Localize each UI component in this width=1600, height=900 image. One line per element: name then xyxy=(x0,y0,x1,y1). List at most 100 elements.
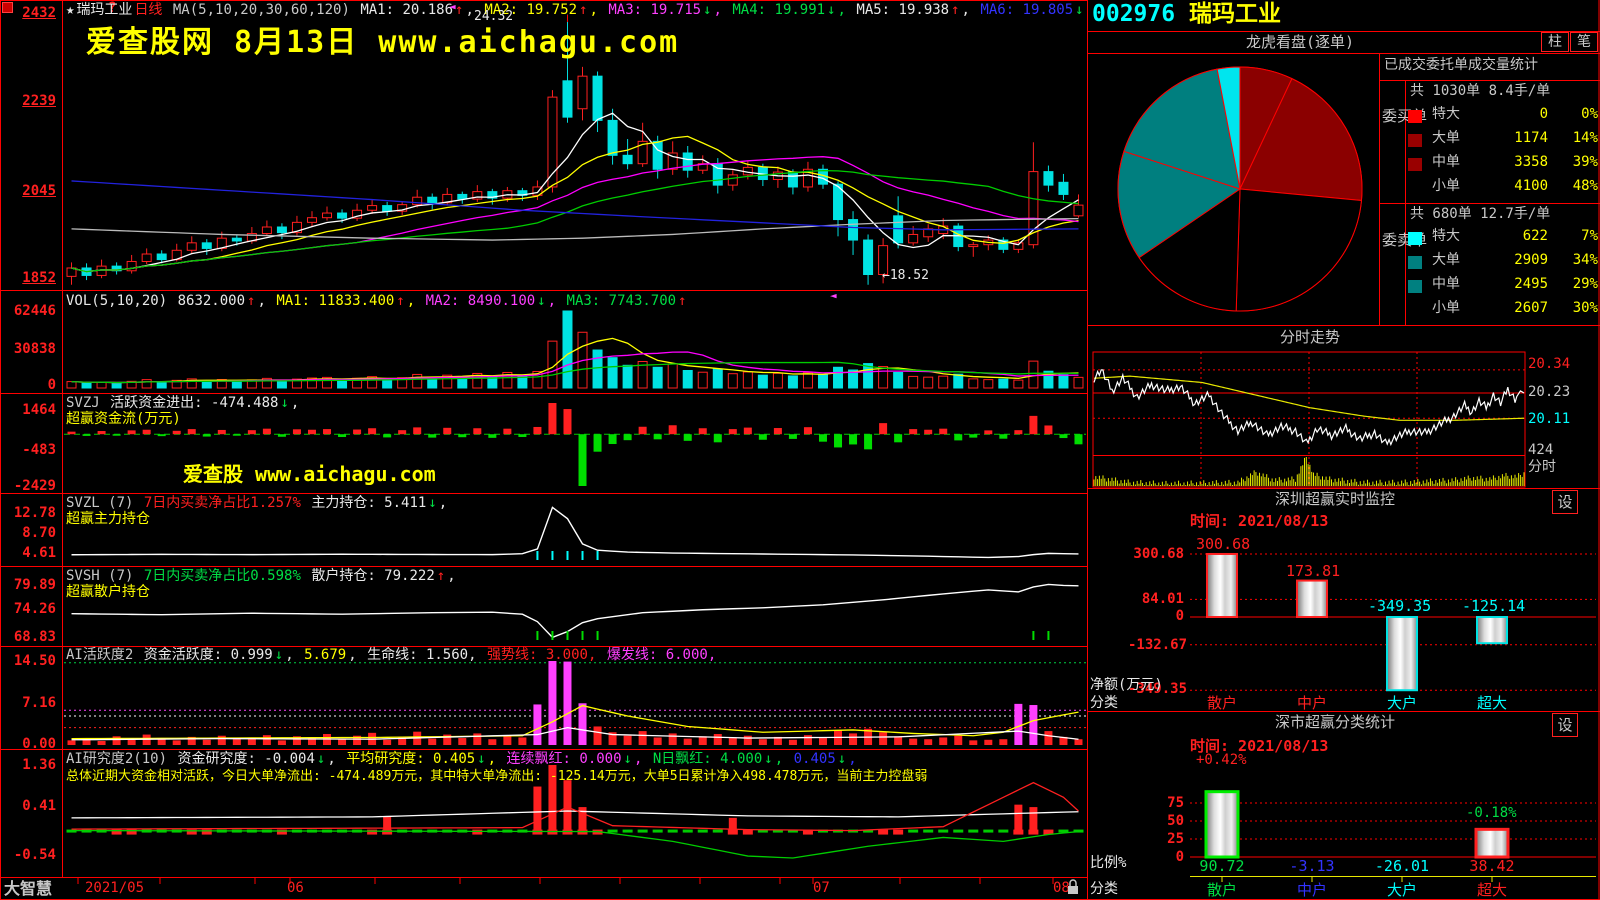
down-arrow-icon: ↓ xyxy=(827,2,836,18)
down-arrow-icon: ↓ xyxy=(623,751,632,767)
monitor-category: 超大 xyxy=(1476,694,1507,712)
ai1-burst-line: 爆发线: 6.000, xyxy=(606,647,717,663)
monitor-ytick: -349.35 xyxy=(1128,681,1188,697)
vol-current: 8632.000 xyxy=(177,293,246,309)
classify-title: 深市超赢分类统计 xyxy=(1274,713,1395,731)
bar-mode-button[interactable]: 柱 xyxy=(1541,32,1569,52)
classify-settings-button[interactable]: 设 xyxy=(1552,713,1578,737)
vol-ma1: MA1: 11833.400 xyxy=(276,293,395,309)
ai1-life-line: 生命线: 1.560, xyxy=(367,647,477,663)
monitor-value: -349.35 xyxy=(1368,597,1432,615)
svsh-ratio: 7日内买卖净占比0.598% xyxy=(143,568,301,584)
classify-category: 中户 xyxy=(1296,881,1327,899)
monitor-settings-button[interactable]: 设 xyxy=(1552,490,1578,514)
ai2-tick: 0.41 xyxy=(22,798,56,814)
monitor-time: 时间: 2021/08/13 xyxy=(1190,512,1329,530)
classify-ytick: 75 xyxy=(1167,795,1184,811)
row-volume: 0 xyxy=(1539,106,1548,122)
down-arrow-icon: ↓ xyxy=(1075,2,1084,18)
lock-icon xyxy=(1066,879,1080,899)
up-arrow-icon: ↑ xyxy=(678,293,687,309)
monitor-category: 大户 xyxy=(1386,694,1417,712)
ai-research-header: AI研究度2(10) 资金研究度: -0.004 ↓, 平均研究度: 0.405 ↓… xyxy=(66,751,857,767)
monitor-ytick: 0 xyxy=(1175,608,1184,624)
svsh-tick: 68.83 xyxy=(13,629,56,645)
vol-tick: 0 xyxy=(47,377,56,393)
classify-category: 超大 xyxy=(1476,881,1507,899)
star-icon: ★ xyxy=(66,2,75,18)
fenshi-title: 分时走势 xyxy=(1279,328,1340,346)
row-percent: 30% xyxy=(1572,300,1598,316)
sep: , xyxy=(713,2,731,18)
sell-side-label: 委卖单 xyxy=(1382,231,1428,249)
svsh-header: SVSH (7) 7日内买卖净占比0.598% 散户持仓: 79.222 ↑, xyxy=(66,568,456,584)
up-arrow-icon: ↑ xyxy=(455,2,464,18)
sep: , xyxy=(465,2,483,18)
down-arrow-icon: ↓ xyxy=(316,751,326,767)
ai1-tick: 7.16 xyxy=(22,695,56,711)
classify-category: 大户 xyxy=(1386,881,1417,899)
row-label: 中单 xyxy=(1432,154,1460,170)
table-row: 中单 3358 39% xyxy=(1408,154,1598,177)
vol-ma3: MA3: 7743.700 xyxy=(566,293,677,309)
svzj-header: SVZJ 活跃资金进出: -474.488 ↓, xyxy=(66,395,300,411)
ai2-streak: 连续飘红: 0.000 xyxy=(506,751,622,767)
svzl-header: SVZL (7) 7日内买卖净占比1.257% 主力持仓: 5.411 ↓, xyxy=(66,495,448,511)
annotation-low: ←18.52 xyxy=(882,268,929,283)
month-label: 07 xyxy=(813,880,830,896)
ai1-tick: 14.50 xyxy=(13,653,56,669)
sep: , xyxy=(406,293,424,309)
svzl-tick: 4.61 xyxy=(22,545,56,561)
ai2-label: AI研究度2(10) xyxy=(66,751,168,767)
table-row: 特大 0 0% xyxy=(1408,106,1598,129)
period-label[interactable]: 日线 xyxy=(134,2,163,18)
row-volume: 3358 xyxy=(1514,154,1548,170)
table-row: 特大 622 7% xyxy=(1408,228,1598,251)
swatch-sell-mid xyxy=(1408,280,1422,293)
sep: , xyxy=(589,2,607,18)
swatch-buy-mid xyxy=(1408,158,1422,171)
monitor-category: 散户 xyxy=(1206,694,1237,712)
svzj-subtitle: 超赢资金流(万元) xyxy=(66,411,181,427)
ai2-value: 资金研究度: -0.004 xyxy=(177,751,315,767)
classify-change: +0.42% xyxy=(1196,752,1247,768)
monitor-value: 300.68 xyxy=(1196,535,1251,553)
ai1-value: 资金活跃度: 0.999 xyxy=(143,647,273,663)
svzj-tick: 1464 xyxy=(22,402,56,418)
sep: , xyxy=(837,2,855,18)
volume-header: VOL(5,10,20) 8632.000 ↑, MA1: 11833.400 ↑,… xyxy=(66,293,689,309)
row-label: 大单 xyxy=(1432,130,1460,146)
stock-title: 002976 瑞玛工业 xyxy=(1092,1,1281,27)
cursor-glyph: ? xyxy=(108,0,117,16)
pie-section-title: 龙虎看盘(逐单) xyxy=(1245,33,1355,51)
classify-ytick: 0 xyxy=(1175,849,1184,865)
monitor-title: 深圳超赢实时监控 xyxy=(1274,490,1395,508)
buy-side-label: 委买单 xyxy=(1382,107,1428,125)
down-arrow-icon: ↓ xyxy=(274,647,284,663)
row-label: 小单 xyxy=(1432,178,1460,194)
window-corner-icon[interactable] xyxy=(2,2,13,13)
monitor-ytick: 84.01 xyxy=(1141,591,1184,607)
row-label: 大单 xyxy=(1432,252,1460,268)
buy-summary: 共 1030单 8.4手/单 xyxy=(1410,83,1551,99)
classify-ytick: 25 xyxy=(1167,831,1184,847)
svzl-value: 主力持仓: 5.411 xyxy=(311,495,427,511)
classify-value: -26.01 xyxy=(1374,857,1430,875)
svsh-tick: 74.26 xyxy=(13,601,56,617)
classify-ylabel: 比例% xyxy=(1090,855,1127,871)
brand-logo[interactable]: 大智慧 xyxy=(4,879,53,898)
row-percent: 34% xyxy=(1572,252,1598,268)
down-arrow-icon: ↓ xyxy=(280,395,289,411)
fenshi-x-label: 分时 xyxy=(1528,459,1556,475)
month-label: 06 xyxy=(287,880,304,896)
pen-mode-button[interactable]: 笔 xyxy=(1570,32,1598,52)
down-arrow-icon: ↓ xyxy=(764,751,773,767)
classify-value: 38.42 xyxy=(1469,857,1515,875)
row-volume: 2495 xyxy=(1514,276,1548,292)
stock-name: 瑞玛工业 xyxy=(1188,1,1281,27)
row-volume: 4100 xyxy=(1514,178,1548,194)
ma6-value: MA6: 19.805 xyxy=(980,2,1074,18)
price-tick: 1852 xyxy=(22,270,56,286)
